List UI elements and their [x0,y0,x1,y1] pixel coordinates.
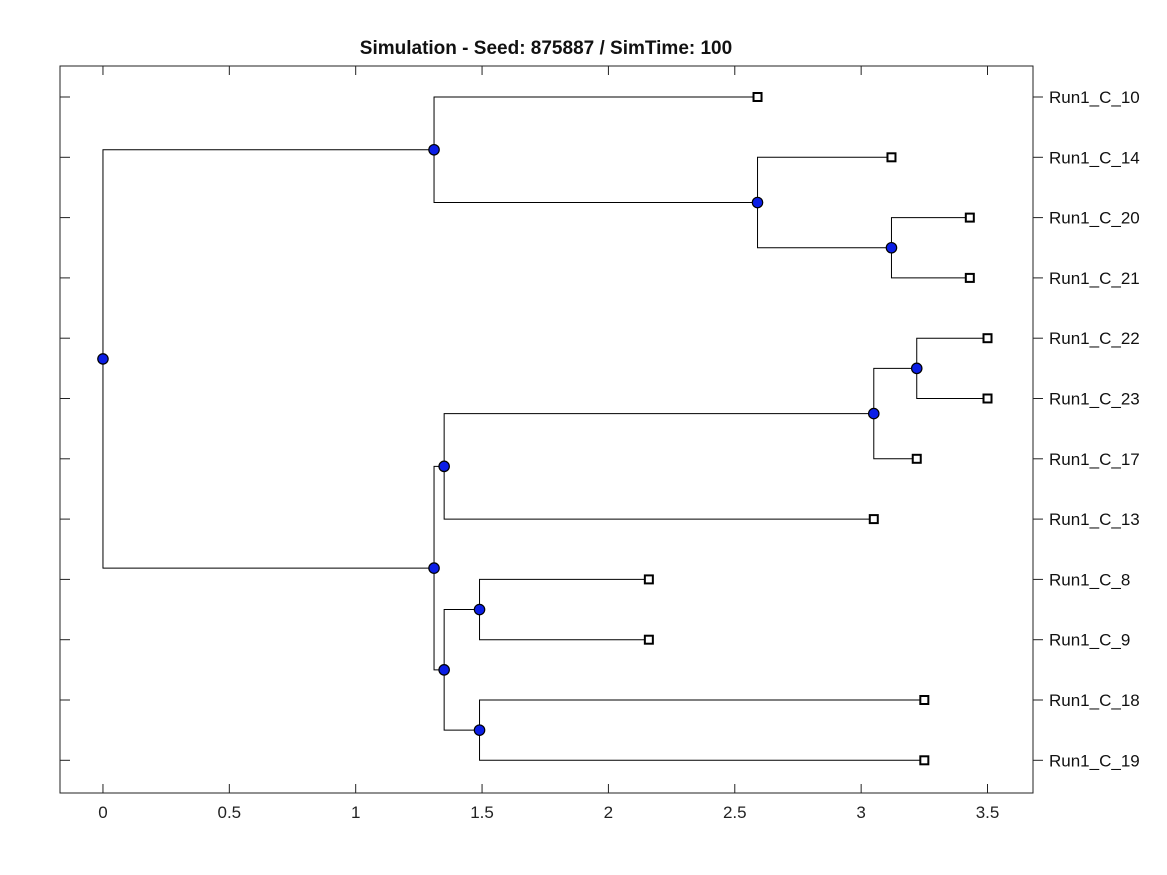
leaf-node-marker [982,393,993,404]
leaf-label: Run1_C_9 [1049,631,1130,650]
leaf-label: Run1_C_8 [1049,570,1130,589]
tree-nodes [97,92,993,766]
leaf-node-marker [964,272,975,283]
internal-node-marker [438,460,450,473]
internal-node-marker [473,724,486,736]
leaf-label: Run1_C_10 [1049,88,1140,107]
leaf-label: Run1_C_17 [1049,450,1140,469]
leaf-label: Run1_C_13 [1049,510,1140,529]
axis-ticks [60,66,1043,793]
x-tick-label: 2 [604,803,613,822]
tree-edge [433,149,758,204]
tree-edge [443,413,874,467]
x-tick-label: 1.5 [470,803,494,822]
tree-edge [443,609,480,670]
internal-node-marker [751,196,764,209]
leaf-label: Run1_C_20 [1049,209,1140,228]
tree-edge [890,217,970,248]
leaf-node-marker [982,333,993,344]
tree-edge [916,337,988,369]
leaf-labels: Run1_C_10 Run1_C_14 Run1_C_20 Run1_C_21 Run1… [1049,88,1140,770]
tree-edge [443,466,874,520]
tree-edges [102,96,988,761]
leaf-node-marker [919,755,930,766]
leaf-node-marker [643,574,654,585]
chart-title: Simulation - Seed: 875887 / SimTime: 100 [360,38,732,59]
x-tick-label: 2.5 [723,803,747,822]
leaf-label: Run1_C_14 [1049,148,1140,167]
internal-node-marker [97,353,109,365]
tree-edge [916,368,988,399]
tree-edge [757,156,892,203]
leaf-label: Run1_C_23 [1049,390,1140,409]
x-tick-label: 1 [351,803,360,822]
leaf-label: Run1_C_18 [1049,691,1140,710]
tree-edge [433,96,758,150]
tree-edge [433,465,445,569]
leaf-node-marker [886,152,897,163]
leaf-node-marker [643,634,654,645]
leaf-label: Run1_C_19 [1049,751,1140,770]
internal-node-marker [910,362,923,375]
tree-edge [102,149,435,359]
leaf-node-marker [919,695,930,705]
leaf-node-marker [752,92,763,102]
x-tick-label: 3 [856,803,865,822]
internal-node-marker [867,407,880,420]
internal-node-marker [885,241,898,254]
x-tick-labels: 0 0.5 1 1.5 2 2.5 3 3.5 [98,803,999,822]
tree-edge [433,568,445,671]
internal-node-marker [473,603,486,616]
tree-edge [890,247,970,279]
internal-node-marker [438,664,450,676]
tree-edge [479,578,649,610]
tree-edge [479,609,649,641]
leaf-node-marker [911,453,922,464]
tree-edge [102,358,435,569]
tree-edge [757,202,892,249]
leaf-label: Run1_C_21 [1049,269,1140,288]
x-tick-label: 0.5 [218,803,242,822]
tree-edge [479,699,925,731]
leaf-node-marker [964,212,975,223]
tree-edge [443,669,480,731]
plot-area [59,65,1034,794]
leaf-node-marker [868,514,879,525]
tree-edge [873,367,917,414]
x-tick-label: 3.5 [976,803,1000,822]
leaf-label: Run1_C_22 [1049,329,1140,348]
x-tick-label: 0 [98,803,107,822]
internal-node-marker [428,143,440,156]
tree-edge [479,730,925,761]
internal-node-marker [428,562,440,574]
tree-edge [873,413,917,460]
